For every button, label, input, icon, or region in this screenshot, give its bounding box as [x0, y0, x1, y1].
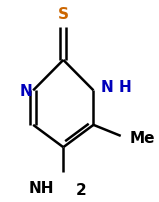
Text: NH: NH	[29, 180, 54, 195]
Text: Me: Me	[130, 130, 155, 145]
Text: 2: 2	[75, 182, 86, 197]
Text: N H: N H	[101, 79, 132, 94]
Text: S: S	[58, 7, 69, 22]
Text: N: N	[19, 83, 32, 98]
